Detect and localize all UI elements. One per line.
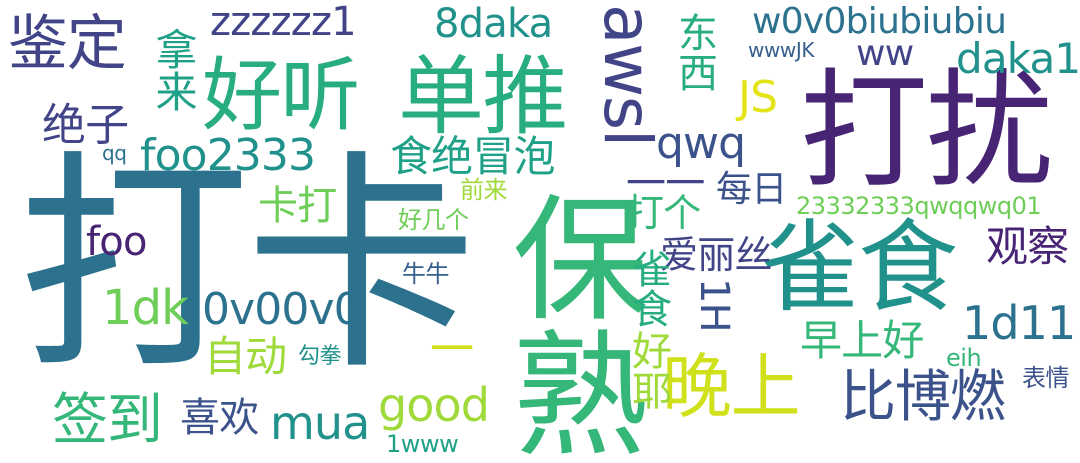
word-foo2333: foo2333 — [140, 130, 316, 181]
word-zaoshanghao: 早上好 — [800, 316, 924, 365]
word-w0v0: w0v0biubiubiu — [752, 1, 1007, 42]
word-kada: 卡打 — [258, 183, 337, 229]
word-ailisi: 爱丽丝 — [660, 233, 772, 277]
word-dage: 打个 — [626, 191, 701, 235]
word-yiyi: 一一 — [626, 161, 705, 207]
word-queshi: 雀食 — [760, 209, 958, 326]
word-good: good — [378, 378, 490, 432]
word-gouquan: 勾拳 — [298, 344, 342, 369]
word-biaoqing: 表情 — [1022, 364, 1070, 392]
word-haoting: 好听 — [202, 49, 360, 142]
word-js: JS — [738, 72, 778, 123]
word-1d11: 1d11 — [962, 296, 1076, 350]
word-1dk: 1dk — [102, 280, 189, 336]
word-daka1: daka1 — [956, 34, 1080, 83]
word-wwwjk: wwwJK — [748, 38, 815, 62]
word-dongxi: 东西 — [671, 12, 717, 92]
word-daka: 打卡 — [18, 131, 477, 401]
word-yi: 一 — [430, 324, 474, 375]
word-meiri: 每日 — [716, 169, 787, 210]
word-juezi: 绝子 — [42, 100, 129, 151]
word-0v00v0: 0v00v0 — [202, 284, 362, 335]
word-niuniu: 牛牛 — [402, 260, 450, 288]
word-xihuan: 喜欢 — [180, 395, 259, 441]
word-23332333: 23332333qwqqwq01 — [796, 192, 1042, 220]
word-8daka: 8daka — [434, 1, 553, 47]
word-qwq: qwq — [656, 118, 746, 169]
word-qianlai: 前来 — [460, 176, 508, 204]
word-jianding: 鉴定 — [8, 9, 127, 79]
word-haojige: 好几个 — [398, 206, 469, 234]
word-awsl: awsl — [589, 4, 666, 146]
word-zidong: 自动 — [204, 332, 287, 381]
word-qq: qq — [102, 141, 127, 165]
word-1www: 1www — [386, 430, 459, 458]
word-shijue: 食绝冒泡 — [390, 132, 555, 181]
word-baoshu: 保熟 — [489, 188, 647, 460]
word-1h: 1H — [691, 278, 737, 332]
word-wanshang: 晚上 — [662, 346, 801, 428]
word-nalai: 拿来 — [149, 28, 198, 112]
word-eih: eih — [946, 344, 982, 372]
word-qiandao: 签到 — [52, 388, 163, 453]
word-dantui: 单推 — [398, 47, 568, 147]
word-bibo: 比博燃 — [840, 365, 1006, 430]
word-haoye: 好耶 — [625, 330, 671, 410]
word-foo: foo — [86, 219, 147, 265]
word-zzzzzz1: zzzzzz1 — [210, 0, 357, 45]
word-guancha: 观察 — [986, 222, 1069, 271]
word-darao: 打扰 — [800, 57, 1053, 206]
word-queshi-small: 雀食 — [625, 248, 671, 328]
word-ww: ww — [856, 33, 914, 74]
word-mua: mua — [270, 396, 370, 450]
